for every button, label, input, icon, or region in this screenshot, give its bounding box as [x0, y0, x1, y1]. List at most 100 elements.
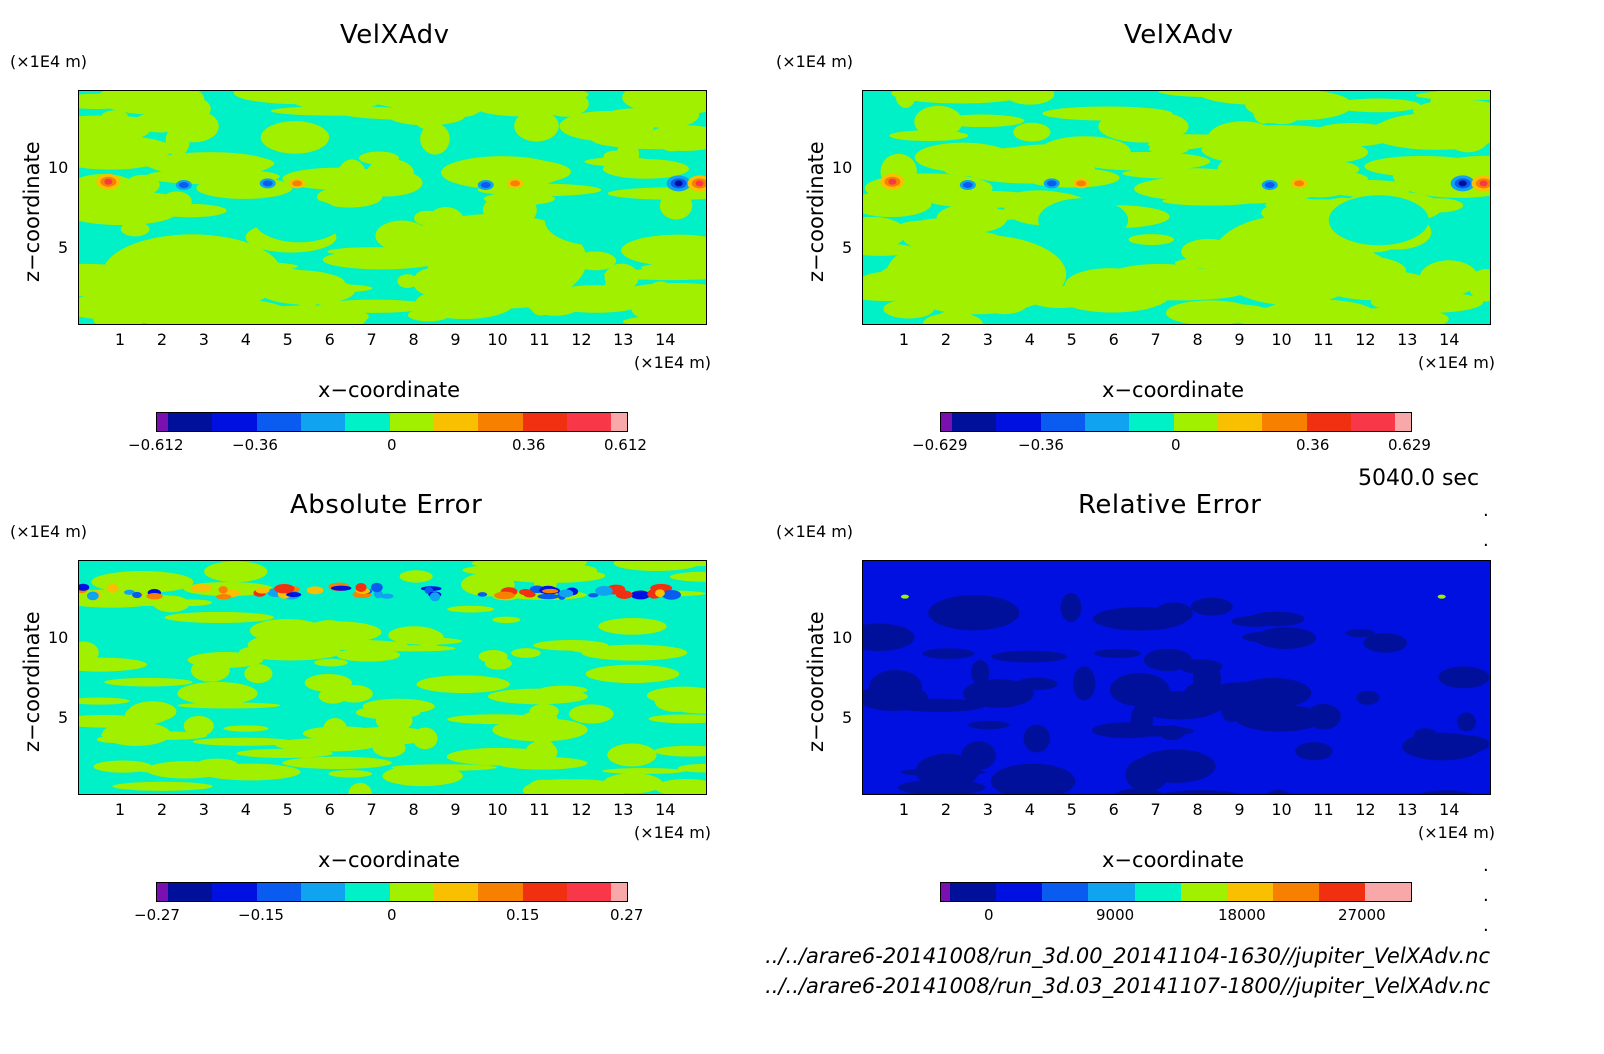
contour-patch [79, 697, 130, 705]
contour-patch [183, 715, 214, 737]
contour-patch [104, 677, 193, 687]
heatmap-field [79, 561, 706, 794]
colorbar-label: 18000 [1218, 906, 1266, 924]
contour-patch [262, 180, 273, 187]
contour-patch [318, 688, 348, 704]
file-path-2: ../../arare6-20141008/run_3d.03_20141107… [765, 974, 1490, 998]
contour-patch [146, 592, 163, 600]
y-tick: 10 [832, 628, 853, 647]
contour-patch [292, 180, 303, 187]
contour-patch [1334, 98, 1421, 113]
colorbar-segment [389, 883, 435, 901]
contour-patch [306, 586, 324, 595]
contour-patch [669, 571, 706, 582]
colorbar-segment [168, 413, 213, 431]
contour-patch [412, 94, 442, 130]
contour-patch [132, 591, 142, 599]
contour-patch [654, 778, 706, 794]
contour-patch [484, 657, 512, 670]
colorbar-label: 0 [1171, 436, 1181, 454]
contour-patch [1363, 633, 1407, 653]
contour-patch [1133, 134, 1246, 145]
contour-patch [622, 315, 706, 324]
x-tick-label: 9 [450, 800, 461, 819]
contour-patch [674, 180, 683, 187]
contour-patch [1268, 304, 1317, 324]
colorbar-segment [345, 413, 390, 431]
x-tick-label: 10 [487, 330, 508, 349]
x-axis-label: x−coordinate [318, 848, 461, 872]
contour-patch [79, 657, 147, 672]
x-tick-label: 6 [1108, 800, 1119, 819]
contour-patch [1105, 725, 1194, 737]
contour-patch [112, 781, 213, 791]
contour-patch [1190, 597, 1233, 616]
x-tick-label: 4 [240, 330, 251, 349]
colorbar-segment [478, 883, 523, 901]
x-tick-label: 3 [982, 330, 993, 349]
contour-patch [380, 593, 394, 599]
contour-patch [1438, 666, 1490, 689]
x-tick-label: 13 [1397, 800, 1418, 819]
contour-patch [1128, 234, 1174, 246]
x-tick-label: 2 [156, 330, 168, 349]
contour-patch [1446, 735, 1490, 753]
colorbar [156, 882, 628, 902]
contour-patch [79, 200, 177, 226]
contour-patch [286, 592, 302, 598]
contour-patch [539, 685, 588, 695]
colorbar-label: −0.36 [1018, 436, 1064, 454]
contour-patch [1264, 182, 1275, 188]
contour-patch [1328, 195, 1429, 246]
contour-patch [1368, 115, 1490, 150]
contour-patch [863, 190, 932, 218]
contour-patch [648, 714, 706, 724]
contour-patch [630, 590, 651, 600]
x-tick-label: 2 [940, 330, 952, 349]
contour-patch [1023, 724, 1051, 753]
dot-marker: . [1483, 530, 1489, 551]
contour-patch [218, 585, 228, 594]
contour-patch [677, 763, 706, 773]
colorbar-label: 9000 [1096, 906, 1135, 924]
contour-patch [695, 180, 704, 187]
contour-patch [661, 590, 681, 600]
colorbar-label: 0.36 [512, 436, 546, 454]
contour-patch [200, 763, 301, 781]
x-tick-label: 12 [571, 330, 592, 349]
x-tick-label: 9 [1234, 330, 1245, 349]
contour-patch [639, 98, 706, 109]
x-unit-label: (×1E4 m) [1418, 823, 1496, 842]
contour-patch [1094, 649, 1142, 658]
contour-patch [426, 215, 587, 306]
colorbar-label: 0.27 [610, 906, 644, 924]
plot-area-velxadv-1 [78, 90, 707, 325]
colorbar-segment [1364, 883, 1411, 901]
contour-patch [616, 645, 662, 652]
y-unit-label: (×1E4 m) [10, 522, 88, 541]
contour-patch [1210, 215, 1371, 306]
contour-patch [1266, 789, 1291, 794]
x-tick-label: 11 [529, 330, 550, 349]
contour-patch [659, 191, 693, 220]
contour-patch [1457, 712, 1476, 732]
contour-patch [595, 585, 613, 596]
contour-patch [355, 582, 367, 592]
contour-patch [106, 583, 119, 593]
colorbar-segment [157, 413, 169, 431]
contour-patch [190, 584, 212, 593]
x-tick-label: 4 [240, 800, 251, 819]
colorbar-label: −0.612 [128, 436, 184, 454]
x-tick-label: 8 [408, 330, 419, 349]
contour-patch [336, 648, 401, 662]
colorbar-segment [434, 413, 479, 431]
colorbar-segment [1218, 413, 1263, 431]
contour-patch [328, 770, 373, 778]
contour-patch [1356, 690, 1380, 705]
contour-patch [153, 203, 227, 218]
colorbar-segment [611, 413, 627, 431]
colorbar-label: −0.36 [232, 436, 278, 454]
colorbar-segment [941, 883, 951, 901]
contour-patch [215, 594, 232, 600]
contour-patch [446, 747, 552, 766]
